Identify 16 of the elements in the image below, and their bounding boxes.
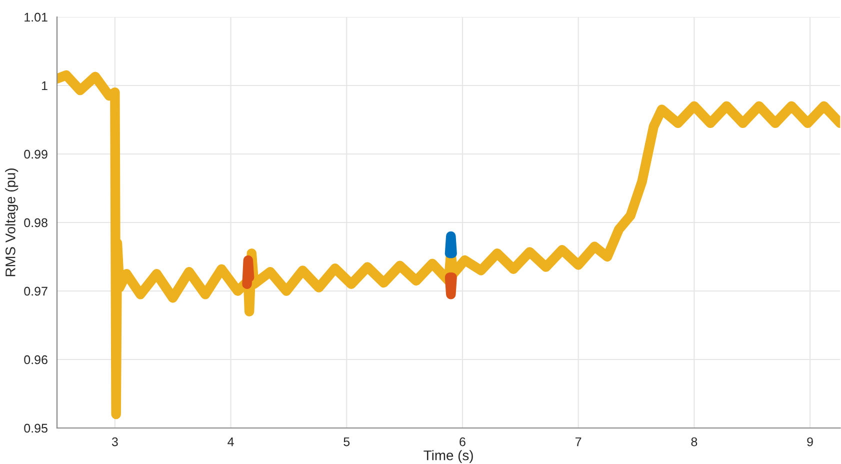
x-axis-title: Time (s) xyxy=(424,450,473,464)
x-tick-label: 8 xyxy=(691,437,698,446)
x-tick-label: 7 xyxy=(576,437,582,446)
y-tick-label: 0.98 xyxy=(24,218,48,228)
y-tick-label: 0.96 xyxy=(24,355,48,364)
y-tick-label: 1 xyxy=(42,81,48,90)
x-tick-label: 9 xyxy=(807,437,813,446)
y-tick-label: 0.97 xyxy=(24,286,48,296)
x-tick-label: 5 xyxy=(344,437,350,446)
x-tick-label: 3 xyxy=(112,437,118,446)
y-tick-label: 1.01 xyxy=(24,12,48,22)
y-tick-label: 0.99 xyxy=(24,150,48,159)
y-tick-label: 0.95 xyxy=(24,424,48,433)
x-tick-label: 4 xyxy=(228,437,234,446)
y-axis-title: RMS Voltage (pu) xyxy=(5,168,18,276)
x-tick-label: 6 xyxy=(460,437,466,446)
